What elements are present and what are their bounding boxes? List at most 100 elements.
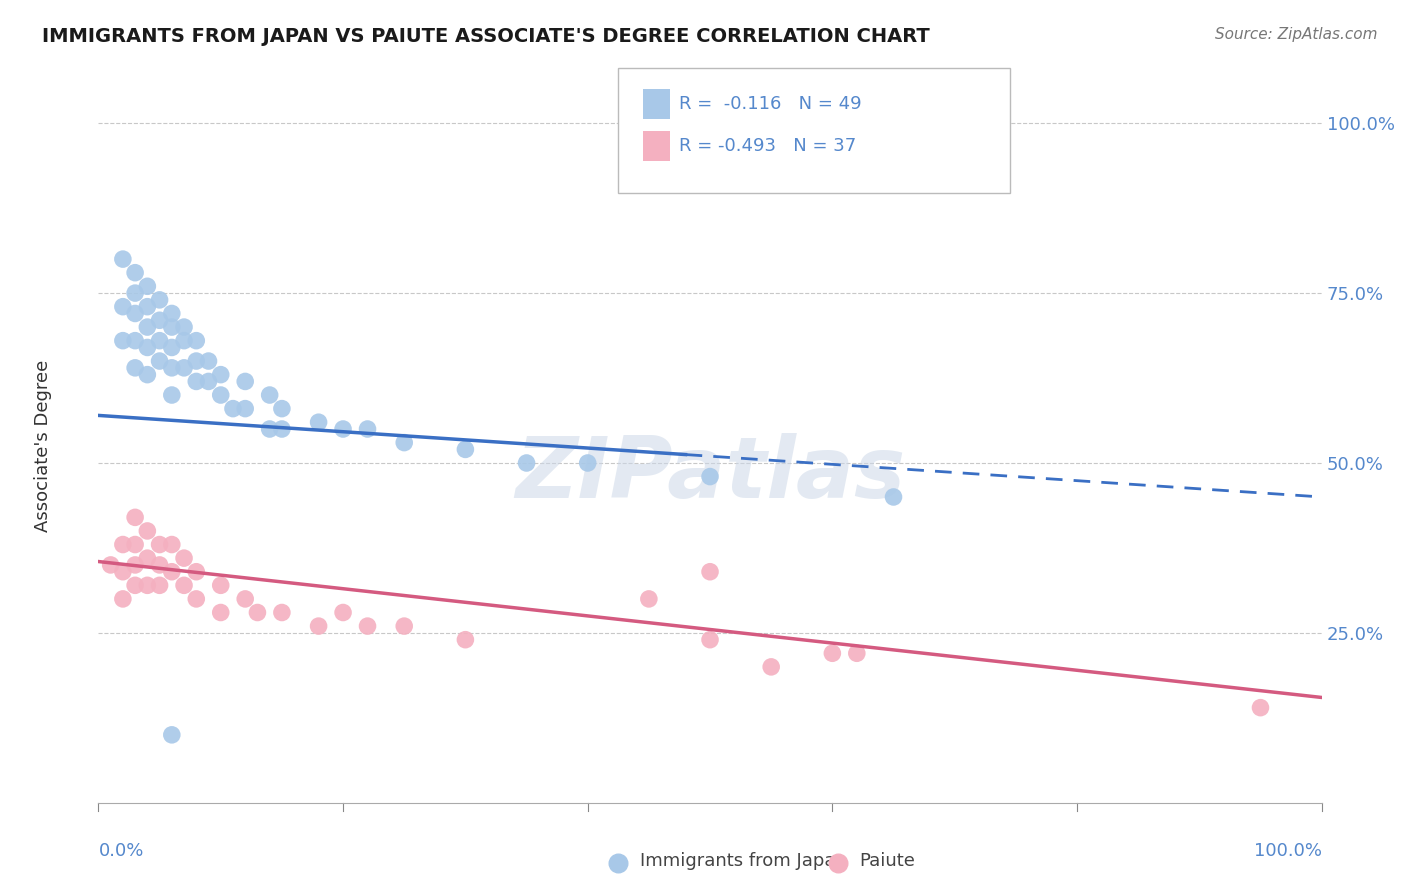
Point	[515, 456, 537, 470]
Point	[209, 606, 232, 620]
Point	[111, 334, 134, 348]
Point	[259, 422, 281, 436]
Text: Immigrants from Japan: Immigrants from Japan	[640, 853, 848, 871]
Point	[160, 306, 183, 320]
Text: 0.0%: 0.0%	[98, 842, 143, 860]
Point	[149, 558, 172, 572]
Point	[308, 619, 330, 633]
Point	[173, 320, 195, 334]
Point	[197, 354, 219, 368]
Point	[186, 334, 208, 348]
Point	[607, 854, 630, 868]
Point	[149, 537, 172, 551]
Point	[160, 341, 183, 355]
Point	[149, 578, 172, 592]
FancyBboxPatch shape	[643, 130, 669, 161]
Point	[638, 591, 661, 606]
Point	[821, 646, 844, 660]
Point	[270, 422, 294, 436]
Point	[111, 565, 134, 579]
Point	[149, 354, 172, 368]
Point	[454, 632, 477, 647]
FancyBboxPatch shape	[619, 68, 1010, 193]
Point	[149, 334, 172, 348]
Point	[356, 619, 378, 633]
Point	[111, 537, 134, 551]
Point	[124, 306, 146, 320]
Point	[111, 300, 134, 314]
Point	[136, 524, 159, 538]
Point	[1249, 700, 1271, 714]
Text: R =  -0.116   N = 49: R = -0.116 N = 49	[679, 95, 862, 113]
Point	[233, 401, 256, 416]
Point	[845, 646, 868, 660]
Point	[173, 360, 195, 375]
Point	[136, 578, 159, 592]
Point	[270, 606, 294, 620]
Point	[124, 558, 146, 572]
Point	[209, 578, 232, 592]
Point	[233, 591, 256, 606]
Point	[160, 388, 183, 402]
Point	[136, 320, 159, 334]
Point	[124, 286, 146, 301]
Point	[186, 375, 208, 389]
Point	[124, 266, 146, 280]
Point	[233, 375, 256, 389]
Point	[124, 578, 146, 592]
Point	[111, 252, 134, 266]
Point	[761, 660, 783, 674]
Point	[222, 401, 245, 416]
Point	[186, 591, 208, 606]
Point	[136, 341, 159, 355]
Text: ZIPatlas: ZIPatlas	[515, 433, 905, 516]
Point	[136, 300, 159, 314]
Point	[136, 551, 159, 566]
Point	[270, 401, 294, 416]
Point	[100, 558, 122, 572]
Point	[173, 551, 195, 566]
Point	[160, 320, 183, 334]
Point	[124, 334, 146, 348]
Point	[111, 591, 134, 606]
Point	[160, 728, 183, 742]
FancyBboxPatch shape	[643, 89, 669, 120]
Point	[197, 375, 219, 389]
Point	[246, 606, 269, 620]
Point	[392, 619, 416, 633]
Point	[356, 422, 378, 436]
Point	[160, 537, 183, 551]
Point	[392, 435, 416, 450]
Point	[160, 565, 183, 579]
Text: R = -0.493   N = 37: R = -0.493 N = 37	[679, 136, 856, 154]
Point	[124, 360, 146, 375]
Text: IMMIGRANTS FROM JAPAN VS PAIUTE ASSOCIATE'S DEGREE CORRELATION CHART: IMMIGRANTS FROM JAPAN VS PAIUTE ASSOCIAT…	[42, 27, 929, 45]
Point	[883, 490, 905, 504]
Point	[173, 578, 195, 592]
Point	[332, 422, 354, 436]
Point	[209, 388, 232, 402]
Point	[308, 415, 330, 429]
Point	[827, 854, 849, 868]
Point	[699, 632, 721, 647]
Point	[454, 442, 477, 457]
Point	[259, 388, 281, 402]
Text: 100.0%: 100.0%	[1254, 842, 1322, 860]
Point	[136, 279, 159, 293]
Point	[699, 565, 721, 579]
Point	[136, 368, 159, 382]
Point	[209, 368, 232, 382]
Text: Associate's Degree: Associate's Degree	[34, 359, 52, 533]
Point	[160, 360, 183, 375]
Point	[186, 565, 208, 579]
Point	[186, 354, 208, 368]
Text: Paiute: Paiute	[859, 853, 915, 871]
Point	[576, 456, 599, 470]
Point	[149, 313, 172, 327]
Point	[332, 606, 354, 620]
Text: Source: ZipAtlas.com: Source: ZipAtlas.com	[1215, 27, 1378, 42]
Point	[699, 469, 721, 483]
Point	[124, 537, 146, 551]
Point	[124, 510, 146, 524]
Point	[173, 334, 195, 348]
